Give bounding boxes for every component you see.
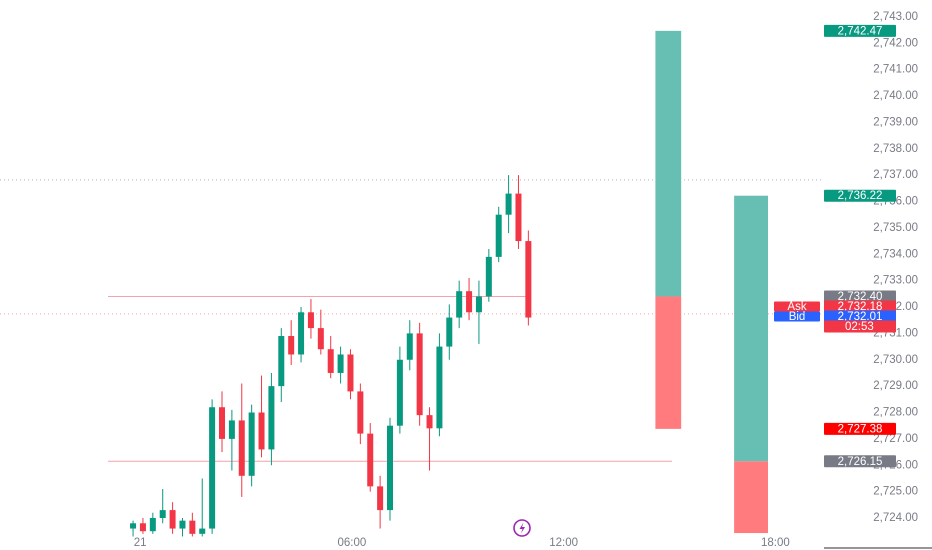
candle-body (317, 328, 324, 350)
candle-body (228, 420, 235, 439)
candle-body (525, 241, 532, 318)
y-tick-label: 2,728.00 (873, 407, 918, 419)
price-label: 2,732.01 (838, 311, 883, 323)
price-label: 2,736.22 (838, 190, 883, 202)
price-label: 2,732.40 (838, 291, 883, 303)
y-tick-label: 2,727.00 (873, 433, 918, 445)
x-tick-label: 06:00 (337, 537, 366, 549)
position-loss (734, 461, 768, 534)
candle-body (159, 510, 166, 519)
countdown-box (824, 320, 896, 333)
candle-body (347, 354, 354, 392)
position-loss (655, 296, 682, 429)
y-tick-label: 2,734.00 (873, 248, 918, 260)
price-label: 2,726.15 (838, 456, 883, 468)
y-tick-label: 2,729.00 (873, 380, 918, 392)
price-label-box (824, 24, 896, 37)
price-label: 2,742.47 (838, 25, 883, 37)
candle-body (357, 391, 364, 434)
candle-body (268, 386, 275, 450)
y-tick-label: 2,737.00 (873, 169, 918, 181)
icon-bolt (519, 522, 525, 534)
candle-body (416, 333, 423, 416)
candle-body (219, 407, 225, 439)
price-tag: Bid (789, 311, 806, 323)
candle-body (288, 336, 295, 355)
price-label-box (824, 310, 896, 323)
candle-body (515, 193, 522, 242)
y-tick-label: 2,735.00 (873, 222, 918, 234)
candle-body (169, 510, 176, 529)
candle-body (258, 412, 265, 450)
candle-body (307, 312, 314, 329)
candle-body (238, 420, 245, 476)
countdown: 02:53 (845, 321, 874, 333)
candle-body (505, 193, 512, 215)
candle-body (495, 214, 502, 257)
candle-body (189, 520, 196, 534)
price-label-box (824, 422, 896, 435)
candle-body (179, 520, 186, 529)
y-tick-label: 2,730.00 (873, 354, 918, 366)
price-label-box (824, 189, 896, 202)
candle-body (327, 349, 334, 373)
x-tick-label: 18:00 (761, 537, 790, 549)
price-tag-box (774, 301, 820, 312)
y-tick-label: 2,724.00 (873, 512, 918, 524)
candle-body (337, 354, 344, 373)
position-profit (655, 30, 682, 297)
y-tick-label: 2,738.00 (873, 143, 918, 155)
x-tick-label: 21 (134, 537, 147, 549)
candle-body (466, 291, 473, 313)
candle-body (139, 523, 146, 532)
y-tick-label: 2,725.00 (873, 486, 918, 498)
candle-body (475, 296, 482, 313)
candle-body (436, 346, 443, 429)
price-label: 2,732.18 (838, 301, 883, 313)
candle-body (199, 528, 206, 534)
axis-layer: 2,724.002,725.002,726.002,727.002,728.00… (134, 11, 932, 549)
candle-body (377, 486, 384, 511)
y-tick-label: 2,733.00 (873, 275, 918, 287)
candle-body (456, 291, 463, 318)
price-label-box (824, 455, 896, 468)
y-tick-label: 2,741.00 (873, 64, 918, 76)
candle-body (426, 415, 433, 429)
candle-body (278, 336, 285, 387)
y-tick-label: 2,739.00 (873, 116, 918, 128)
position-profit (734, 195, 768, 462)
candle-body (387, 425, 393, 511)
price-tag: Ask (787, 301, 806, 313)
x-tick-label: 12:00 (549, 537, 578, 549)
candle-body (396, 359, 403, 426)
candle-body (485, 256, 492, 297)
price-label-box (824, 290, 896, 303)
price-tag-box (774, 311, 820, 322)
price-label-box (824, 300, 896, 313)
candle-body (367, 433, 374, 487)
icon-ring (513, 519, 531, 537)
candle-body (248, 412, 255, 476)
candle-body (209, 407, 216, 529)
candle-body (446, 317, 453, 347)
replay-icon[interactable] (513, 519, 531, 537)
lines-layer (0, 30, 822, 534)
y-tick-label: 2,740.00 (873, 90, 918, 102)
y-tick-label: 2,743.00 (873, 11, 918, 23)
y-tick-label: 2,742.00 (873, 37, 918, 49)
marks-layer (130, 175, 532, 537)
price-label: 2,727.38 (838, 423, 883, 435)
candle-body (130, 523, 137, 529)
candle-body (298, 312, 305, 355)
candle-body (406, 333, 413, 360)
candle-body (149, 518, 156, 532)
